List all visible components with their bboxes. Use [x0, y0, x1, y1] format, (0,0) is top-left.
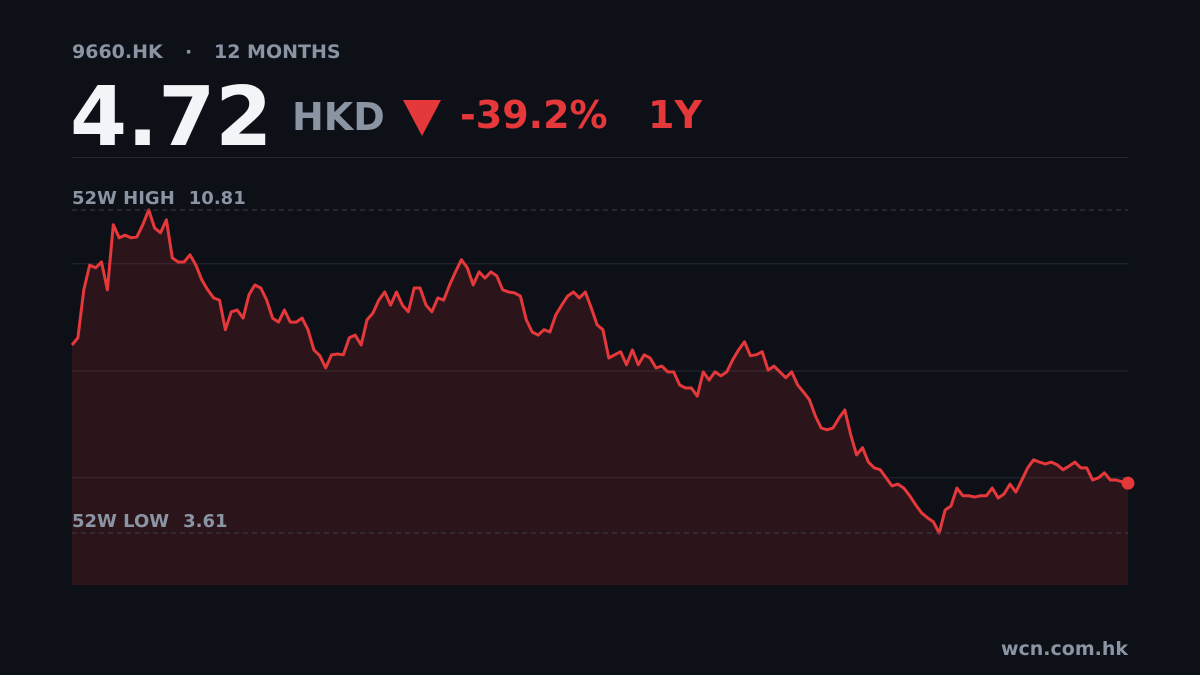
- currency: HKD: [292, 95, 385, 139]
- symbol: 9660.HK: [72, 41, 164, 63]
- high-label: 52W HIGH: [72, 188, 175, 209]
- price: 4.72: [70, 70, 272, 165]
- area: [72, 209, 1128, 585]
- low-label: 52W LOW: [72, 511, 169, 532]
- down-arrow: [403, 100, 441, 136]
- range-label: 1Y: [648, 93, 702, 137]
- last-point: [1121, 476, 1135, 490]
- change: -39.2%: [460, 93, 608, 137]
- period: 12 MONTHS: [214, 41, 341, 63]
- high-value: 10.81: [189, 188, 246, 209]
- price-line: [70, 208, 1129, 535]
- source: wcn.com.hk: [1001, 638, 1128, 660]
- separator: ·: [185, 41, 192, 63]
- low-value: 3.61: [183, 511, 227, 532]
